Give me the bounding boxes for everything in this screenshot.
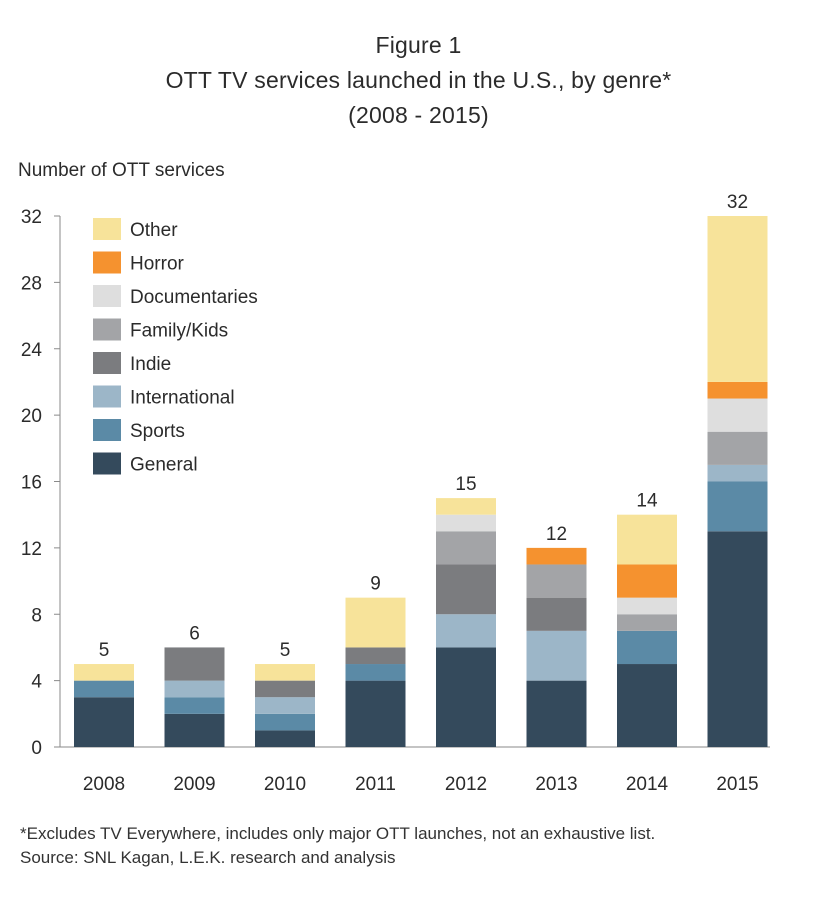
y-tick-label-24: 24 [21,340,43,361]
y-axis-label: Number of OTT services [18,160,225,181]
y-tick-label-28: 28 [21,273,42,294]
bar-2015-international [707,464,768,482]
legend-swatch-international [93,385,121,408]
total-label-2012: 15 [455,474,476,495]
bar-2009-international [164,680,225,698]
total-label-2015: 32 [727,192,748,213]
bar-2012-other [436,498,496,515]
x-tick-label-2015: 2015 [716,774,758,795]
legend-label-general: General [130,455,198,476]
bar-2015-other [707,216,768,382]
bar-2014-general [617,664,677,747]
figure-label: Figure 1 [375,32,462,58]
y-tick-label-4: 4 [31,672,42,693]
bar-2015-documentaries [707,398,768,432]
legend-label-documentaries: Documentaries [130,287,258,308]
legend-swatch-general [93,452,121,475]
x-tick-label-2012: 2012 [445,774,487,795]
bar-2015-horror [707,381,768,399]
bar-2012-documentaries [436,514,496,532]
legend-swatch-horror [93,251,121,274]
bar-2013-family-kids [526,564,587,598]
legend-swatch-indie [93,352,121,374]
bar-2013-indie [526,597,587,631]
x-tick-label-2009: 2009 [173,774,215,795]
bar-2011-indie [345,647,406,665]
bar-2008-general [74,697,134,747]
chart-subtitle: (2008 - 2015) [348,102,489,128]
x-tick-label-2010: 2010 [264,774,306,795]
bar-2013-international [526,630,587,681]
bar-2008-other [74,664,134,681]
bar-2012-family-kids [436,531,496,565]
legend-label-sports: Sports [130,421,185,442]
bar-2009-indie [164,647,225,681]
bar-2008-sports [74,680,134,698]
y-tick-label-0: 0 [31,738,42,759]
y-tick-label-12: 12 [21,539,42,560]
y-tick-label-16: 16 [21,473,42,494]
bar-2011-other [345,597,406,648]
bar-2009-sports [164,697,225,714]
y-tick-label-32: 32 [21,207,42,228]
legend-label-family-kids: Family/Kids [130,321,228,342]
bar-2014-documentaries [617,597,677,615]
bar-2009-general [164,713,225,747]
total-label-2010: 5 [280,640,291,661]
source-text: Source: SNL Kagan, L.E.K. research and a… [20,848,396,867]
bar-2010-indie [255,680,315,698]
bar-2010-other [255,664,315,681]
bar-2011-sports [345,664,406,681]
bar-2013-horror [526,547,587,565]
footnote-text: *Excludes TV Everywhere, includes only m… [20,824,656,843]
bar-2011-general [345,680,406,747]
y-tick-label-20: 20 [21,406,42,427]
legend-label-horror: Horror [130,254,185,275]
bar-2012-international [436,614,496,648]
y-tick-label-8: 8 [31,605,42,626]
footnote-block: *Excludes TV Everywhere, includes only m… [20,822,655,870]
x-tick-label-2014: 2014 [626,774,669,795]
bar-2012-indie [436,564,496,615]
x-tick-label-2013: 2013 [535,774,577,795]
legend-label-international: International [130,388,235,409]
bar-2014-other [617,514,677,565]
legend-swatch-family-kids [93,318,121,341]
total-label-2013: 12 [546,524,567,545]
x-tick-label-2011: 2011 [355,774,396,795]
total-label-2009: 6 [189,623,200,644]
bar-2015-family-kids [707,431,768,465]
legend-swatch-sports [93,419,121,441]
total-label-2011: 9 [370,574,381,595]
bar-2014-sports [617,630,677,665]
bar-2015-general [707,531,768,747]
bar-2013-general [526,680,587,747]
chart-title-block: Figure 1 OTT TV services launched in the… [0,28,837,133]
bar-2015-sports [707,481,768,532]
bar-2012-general [436,647,496,747]
stacked-bar-chart: 0 4 8 12 16 20 24 28 32 2008 5 2009 6 2010 5 2011 9 2012 1… [21,192,770,795]
bar-2010-sports [255,713,315,731]
legend-swatch-documentaries [93,285,121,307]
bar-2014-family-kids [617,614,677,631]
legend-label-other: Other [130,220,178,241]
x-tick-label-2008: 2008 [83,774,125,795]
bar-2010-general [255,730,315,747]
legend-swatch-other [93,218,121,240]
bar-2010-international [255,697,315,714]
total-label-2008: 5 [99,640,110,661]
total-label-2014: 14 [636,491,658,512]
chart-title: OTT TV services launched in the U.S., by… [165,67,672,93]
bar-2014-horror [617,564,677,598]
legend-label-indie: Indie [130,354,171,375]
